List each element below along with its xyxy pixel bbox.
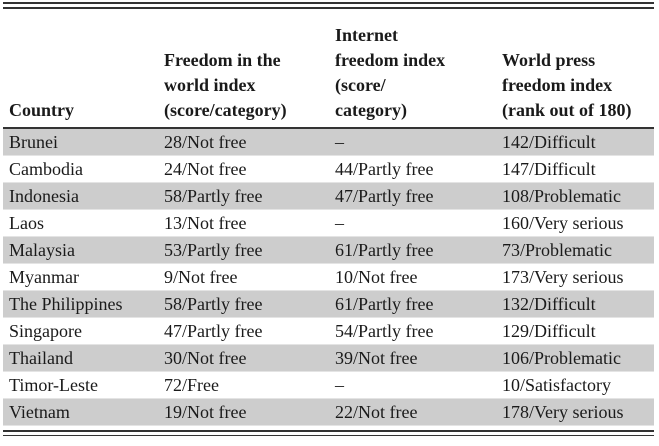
- cell-country: Myanmar: [3, 263, 158, 291]
- top-rule-inner: [3, 7, 654, 9]
- cell-fiw: 30/Not free: [158, 344, 329, 372]
- table-row: Brunei 28/Not free – 142/Difficult: [3, 127, 654, 156]
- cell-country: Cambodia: [3, 155, 158, 183]
- header-world-press-freedom: World press freedom index (rank out of 1…: [502, 49, 632, 120]
- table-row: The Philippines 58/Partly free 61/Partly…: [3, 290, 654, 318]
- cell-press: 129/Difficult: [496, 317, 654, 345]
- cell-press: 178/Very serious: [496, 398, 654, 426]
- cell-internet: 39/Not free: [329, 344, 496, 372]
- cell-press: 108/Problematic: [496, 182, 654, 210]
- cell-internet: –: [329, 371, 496, 399]
- cell-fiw: 53/Partly free: [158, 236, 329, 264]
- table-row: Cambodia 24/Not free 44/Partly free 147/…: [3, 155, 654, 183]
- cell-internet: 44/Partly free: [329, 155, 496, 183]
- table-row: Malaysia 53/Partly free 61/Partly free 7…: [3, 236, 654, 264]
- freedom-index-table: Country Freedom in the world index (scor…: [3, 9, 654, 426]
- freedom-index-table-container: Country Freedom in the world index (scor…: [3, 2, 654, 436]
- cell-internet: 22/Not free: [329, 398, 496, 426]
- cell-fiw: 13/Not free: [158, 209, 329, 237]
- cell-country: Laos: [3, 209, 158, 237]
- cell-country: Brunei: [3, 127, 158, 156]
- cell-country: Vietnam: [3, 398, 158, 426]
- table-row: Singapore 47/Partly free 54/Partly free …: [3, 317, 654, 345]
- cell-internet: 54/Partly free: [329, 317, 496, 345]
- cell-press: 106/Problematic: [496, 344, 654, 372]
- bottom-rule-inner: [3, 434, 654, 436]
- table-row: Myanmar 9/Not free 10/Not free 173/Very …: [3, 263, 654, 291]
- cell-fiw: 47/Partly free: [158, 317, 329, 345]
- cell-press: 132/Difficult: [496, 290, 654, 318]
- cell-country: Indonesia: [3, 182, 158, 210]
- cell-press: 173/Very serious: [496, 263, 654, 291]
- cell-press: 10/Satisfactory: [496, 371, 654, 399]
- header-freedom-in-world: Freedom in the world index (score/catego…: [164, 49, 287, 120]
- bottom-rule-outer: [3, 429, 654, 432]
- cell-internet: 10/Not free: [329, 263, 496, 291]
- cell-country: The Philippines: [3, 290, 158, 318]
- cell-fiw: 58/Partly free: [158, 182, 329, 210]
- cell-internet: 61/Partly free: [329, 236, 496, 264]
- table-header: Country Freedom in the world index (scor…: [3, 9, 654, 128]
- cell-fiw: 58/Partly free: [158, 290, 329, 318]
- cell-internet: –: [329, 127, 496, 156]
- cell-fiw: 24/Not free: [158, 155, 329, 183]
- table-row: Indonesia 58/Partly free 47/Partly free …: [3, 182, 654, 210]
- cell-fiw: 19/Not free: [158, 398, 329, 426]
- cell-internet: –: [329, 209, 496, 237]
- table-row: Vietnam 19/Not free 22/Not free 178/Very…: [3, 398, 654, 426]
- table-row: Thailand 30/Not free 39/Not free 106/Pro…: [3, 344, 654, 372]
- header-internet-freedom: Internet freedom index (score/ category): [335, 24, 446, 120]
- cell-internet: 47/Partly free: [329, 182, 496, 210]
- table-body: Brunei 28/Not free – 142/Difficult Cambo…: [3, 127, 654, 426]
- table-row: Timor-Leste 72/Free – 10/Satisfactory: [3, 371, 654, 399]
- cell-country: Malaysia: [3, 236, 158, 264]
- cell-country: Timor-Leste: [3, 371, 158, 399]
- top-rule-outer: [3, 2, 654, 4]
- cell-fiw: 72/Free: [158, 371, 329, 399]
- cell-fiw: 9/Not free: [158, 263, 329, 291]
- table-row: Laos 13/Not free – 160/Very serious: [3, 209, 654, 237]
- cell-press: 73/Problematic: [496, 236, 654, 264]
- cell-country: Singapore: [3, 317, 158, 345]
- header-country: Country: [9, 99, 75, 120]
- cell-press: 147/Difficult: [496, 155, 654, 183]
- cell-press: 160/Very serious: [496, 209, 654, 237]
- cell-country: Thailand: [3, 344, 158, 372]
- cell-press: 142/Difficult: [496, 127, 654, 156]
- cell-fiw: 28/Not free: [158, 127, 329, 156]
- cell-internet: 61/Partly free: [329, 290, 496, 318]
